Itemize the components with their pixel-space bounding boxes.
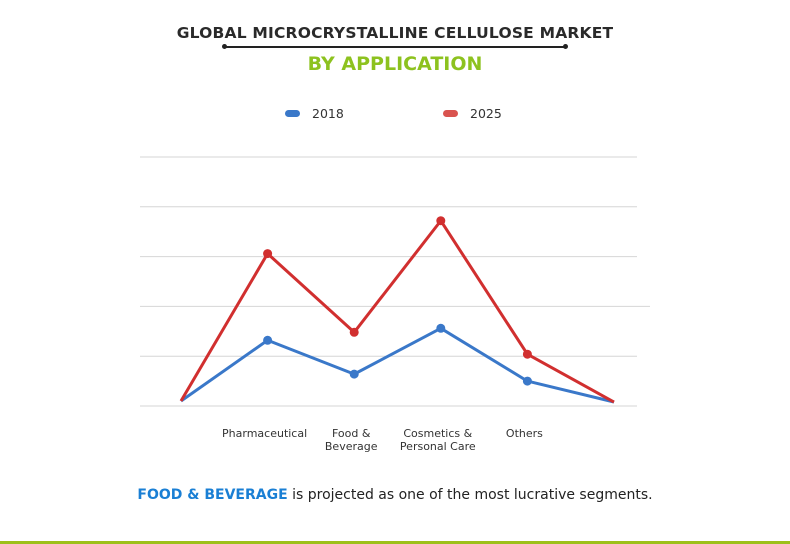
x-tick-label: Others xyxy=(505,427,543,440)
data-point-2025 xyxy=(263,249,273,259)
series-line-2018 xyxy=(180,326,615,404)
legend-item-2018: 2018 xyxy=(285,106,344,121)
data-point-2018 xyxy=(263,335,273,345)
x-tick-label: Food & Beverage xyxy=(324,427,378,453)
x-tick-label: Cosmetics & Personal Care xyxy=(399,427,476,453)
data-point-2025 xyxy=(349,327,359,337)
chart-subtitle: BY APPLICATION xyxy=(307,53,483,75)
title-divider xyxy=(222,44,568,49)
data-point-2018 xyxy=(522,376,532,386)
legend-label-2018: 2018 xyxy=(312,106,344,121)
footer-highlight: FOOD & BEVERAGE xyxy=(137,487,288,503)
data-point-2025 xyxy=(522,349,532,359)
footer-note: FOOD & BEVERAGE is projected as one of t… xyxy=(0,487,790,503)
legend-swatch-2018 xyxy=(285,110,300,117)
data-point-2018 xyxy=(436,323,446,333)
chart-title: GLOBAL MICROCRYSTALLINE CELLULOSE MARKET xyxy=(176,24,614,42)
data-point-2018 xyxy=(349,369,359,379)
legend-item-2025: 2025 xyxy=(443,106,502,121)
legend-label-2025: 2025 xyxy=(470,106,502,121)
x-tick-label: Pharmaceutical xyxy=(222,427,308,440)
legend-swatch-2025 xyxy=(443,110,458,117)
bottom-accent-bar xyxy=(0,541,790,544)
series-line-2025 xyxy=(179,219,615,404)
footer-text: is projected as one of the most lucrativ… xyxy=(287,487,653,503)
data-point-2025 xyxy=(436,216,446,226)
